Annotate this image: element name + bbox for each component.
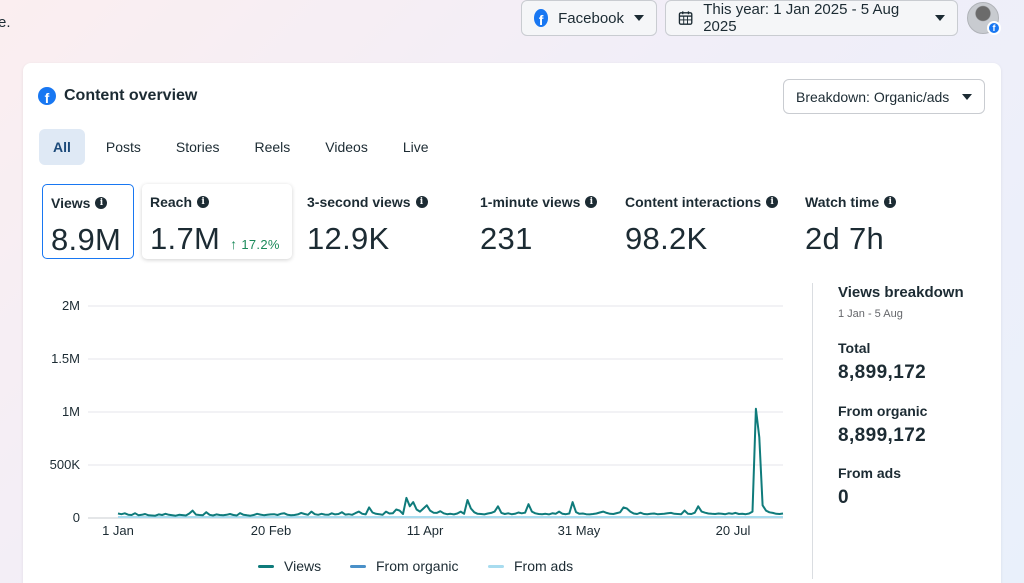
legend-swatch <box>488 564 504 568</box>
metric-reach[interactable]: Reach i 1.7M ↑ 17.2% <box>142 184 292 259</box>
metric-label: Views <box>51 195 91 211</box>
card-title: Content overview <box>64 87 198 104</box>
tab-all[interactable]: All <box>39 129 85 165</box>
metric-label: Watch time <box>805 194 880 210</box>
organic-label: From organic <box>838 403 928 419</box>
ads-label: From ads <box>838 465 902 481</box>
organic-value: 8,899,172 <box>838 425 927 446</box>
tab-videos[interactable]: Videos <box>325 139 368 155</box>
metric-label: 3-second views <box>307 194 411 210</box>
info-icon[interactable]: i <box>884 196 897 208</box>
y-tick-label: 1M <box>62 404 80 419</box>
truncated-text: e. <box>0 14 11 31</box>
y-tick-label: 0 <box>73 510 80 525</box>
calendar-icon <box>678 11 693 25</box>
content-overview-card: f Content overview Breakdown: Organic/ad… <box>23 63 1001 583</box>
info-icon[interactable]: i <box>415 196 428 208</box>
metric-label: 1-minute views <box>480 194 581 210</box>
content-tabs: All Posts Stories Reels Videos Live <box>39 129 450 165</box>
metric-value: 2d 7h <box>805 221 885 256</box>
breakdown-title: Views breakdown <box>838 284 964 301</box>
legend-label: From organic <box>376 558 459 574</box>
metric-value: 231 <box>480 221 533 256</box>
breakdown-range: 1 Jan - 5 Aug <box>838 308 903 320</box>
series-line-views <box>117 407 784 517</box>
tab-live[interactable]: Live <box>402 139 429 155</box>
metric-content-interactions[interactable]: Content interactions i 98.2K <box>617 184 792 259</box>
legend-label: Views <box>284 558 322 574</box>
x-tick-label: 11 Apr <box>407 523 444 538</box>
tab-reels[interactable]: Reels <box>254 139 291 155</box>
legend-label: From ads <box>514 558 574 574</box>
breakdown-label: Breakdown: Organic/ads <box>796 88 950 105</box>
metric-value: 98.2K <box>625 221 708 256</box>
legend-item-from-organic[interactable]: From organic <box>350 558 458 574</box>
info-icon[interactable]: i <box>766 196 779 208</box>
x-tick-label: 31 May <box>558 523 601 538</box>
card-header: f Content overview <box>38 87 197 105</box>
tab-stories[interactable]: Stories <box>175 139 220 155</box>
ads-value: 0 <box>838 487 849 508</box>
caret-down-icon <box>962 93 972 100</box>
platform-selector[interactable]: f Facebook <box>521 0 657 36</box>
x-tick-label: 1 Jan <box>102 523 134 538</box>
metric-3-second-views[interactable]: 3-second views i 12.9K <box>299 184 459 259</box>
divider <box>812 283 813 579</box>
metric-label: Reach <box>150 194 193 210</box>
info-icon[interactable]: i <box>95 197 108 209</box>
metric-watch-time[interactable]: Watch time i 2d 7h <box>797 184 917 259</box>
change-value: 17.2% <box>241 237 280 252</box>
legend-item-from-ads[interactable]: From ads <box>488 558 573 574</box>
info-icon[interactable]: i <box>197 196 210 208</box>
date-range-selector[interactable]: This year: 1 Jan 2025 - 5 Aug 2025 <box>665 0 958 36</box>
x-tick-label: 20 Feb <box>251 523 291 538</box>
change-indicator: ↑ 17.2% <box>230 236 280 252</box>
date-range-label: This year: 1 Jan 2025 - 5 Aug 2025 <box>703 1 900 35</box>
metric-1-minute-views[interactable]: 1-minute views i 231 <box>472 184 607 259</box>
y-tick-label: 2M <box>62 298 80 313</box>
breakdown-selector[interactable]: Breakdown: Organic/ads <box>783 79 985 114</box>
facebook-badge-icon: f <box>987 21 1001 35</box>
metric-views[interactable]: Views i 8.9M <box>42 184 134 259</box>
facebook-icon: f <box>534 9 549 27</box>
y-tick-label: 500K <box>50 457 81 472</box>
platform-label: Facebook <box>558 9 624 27</box>
total-value: 8,899,172 <box>838 362 927 383</box>
metric-value: 8.9M <box>51 222 122 257</box>
info-icon[interactable]: i <box>585 196 598 208</box>
facebook-icon: f <box>38 87 56 105</box>
y-tick-label: 1.5M <box>51 351 80 366</box>
views-line-chart: 0 500K 1M 1.5M 2M 1 Jan 20 Feb 11 Apr 31 May 20 J… <box>50 298 784 538</box>
metric-value: 1.7M <box>150 221 221 256</box>
caret-down-icon <box>634 15 644 21</box>
caret-down-icon <box>935 15 945 21</box>
legend-swatch <box>350 564 366 568</box>
metric-value: 12.9K <box>307 221 390 256</box>
tab-posts[interactable]: Posts <box>105 139 141 155</box>
legend-swatch <box>258 564 274 568</box>
legend-item-views[interactable]: Views <box>258 558 321 574</box>
arrow-up-icon: ↑ <box>230 236 238 252</box>
x-tick-label: 20 Jul <box>716 523 751 538</box>
metric-label: Content interactions <box>625 194 762 210</box>
total-label: Total <box>838 340 871 356</box>
